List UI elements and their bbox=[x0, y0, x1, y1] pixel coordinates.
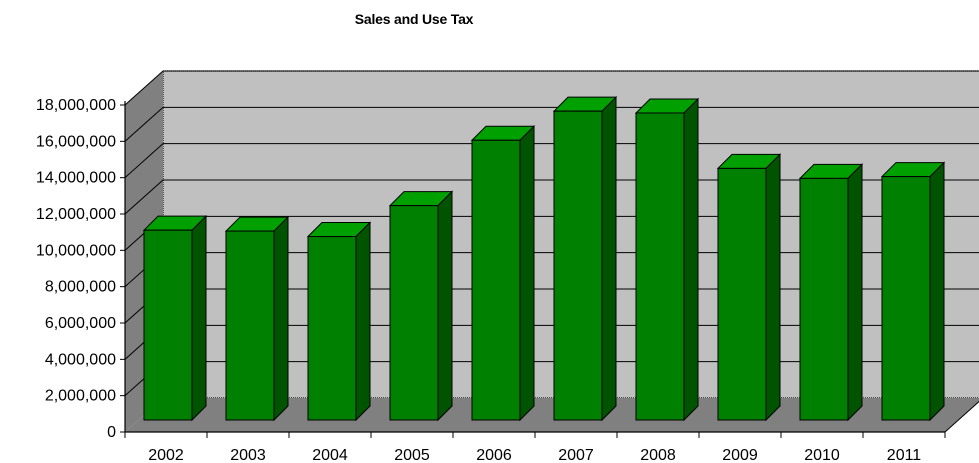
bar bbox=[306, 221, 372, 422]
bar-front bbox=[635, 112, 685, 421]
y-tick-labels: 0 2,000,000 4,000,000 6,000,000 8,000,000 10,… bbox=[36, 97, 116, 441]
bar bbox=[798, 163, 864, 422]
bar bbox=[142, 214, 208, 422]
axes bbox=[120, 101, 979, 438]
bar bbox=[470, 125, 536, 422]
bar-front bbox=[881, 176, 931, 421]
x-tick-label: 2009 bbox=[722, 447, 758, 463]
floor-edge bbox=[944, 400, 979, 433]
bar-front bbox=[143, 229, 193, 421]
gridline bbox=[124, 143, 979, 179]
bar bbox=[224, 215, 290, 422]
bar-front bbox=[389, 205, 439, 421]
x-tick-label: 2007 bbox=[558, 447, 594, 463]
bar-side bbox=[273, 215, 289, 422]
bar bbox=[880, 161, 946, 422]
bar-side bbox=[847, 163, 863, 422]
gridline bbox=[124, 70, 979, 106]
bars bbox=[142, 95, 946, 422]
gridline bbox=[124, 106, 979, 142]
bar-side bbox=[601, 95, 617, 422]
bar-side bbox=[355, 221, 371, 422]
x-tick-label: 2003 bbox=[230, 447, 266, 463]
bar-side bbox=[191, 214, 207, 422]
x-tick-label: 2006 bbox=[476, 447, 512, 463]
bar-side bbox=[765, 153, 781, 422]
bar bbox=[716, 153, 782, 422]
bar-front bbox=[471, 139, 521, 421]
chart-title: Sales and Use Tax bbox=[354, 11, 474, 27]
x-tick-label: 2011 bbox=[887, 447, 922, 463]
y-tick-label: 10,000,000 bbox=[36, 242, 116, 259]
x-tick-label: 2005 bbox=[394, 447, 430, 463]
x-tick-label: 2004 bbox=[312, 447, 348, 463]
x-tick-label: 2002 bbox=[148, 447, 184, 463]
y-tick-label: 4,000,000 bbox=[45, 351, 116, 368]
bar-side bbox=[683, 97, 699, 422]
y-tick-label: 18,000,000 bbox=[36, 97, 116, 114]
bar bbox=[552, 95, 618, 422]
bar-side bbox=[929, 161, 945, 422]
bar-front bbox=[307, 236, 357, 421]
x-tick-labels: 2002 2003 2004 2005 2006 2007 2008 2009 2010 2011 bbox=[148, 447, 921, 463]
x-tick-label: 2010 bbox=[804, 447, 840, 463]
bar-front bbox=[799, 177, 849, 421]
bar-front bbox=[717, 167, 767, 421]
y-tick-label: 2,000,000 bbox=[45, 388, 116, 405]
y-tick-label: 12,000,000 bbox=[36, 206, 116, 223]
bar bbox=[634, 97, 700, 422]
bar-front bbox=[553, 110, 603, 421]
y-tick-label: 14,000,000 bbox=[36, 170, 116, 187]
bar-side bbox=[437, 190, 453, 422]
x-tick-label: 2008 bbox=[640, 447, 676, 463]
y-tick-label: 8,000,000 bbox=[45, 279, 116, 296]
y-tick-label: 16,000,000 bbox=[36, 133, 116, 150]
y-tick-label: 0 bbox=[107, 424, 116, 441]
bar-side bbox=[519, 125, 535, 422]
bar bbox=[388, 190, 454, 422]
gridline bbox=[124, 179, 979, 215]
bar-front bbox=[225, 230, 275, 421]
y-tick-label: 6,000,000 bbox=[45, 315, 116, 332]
